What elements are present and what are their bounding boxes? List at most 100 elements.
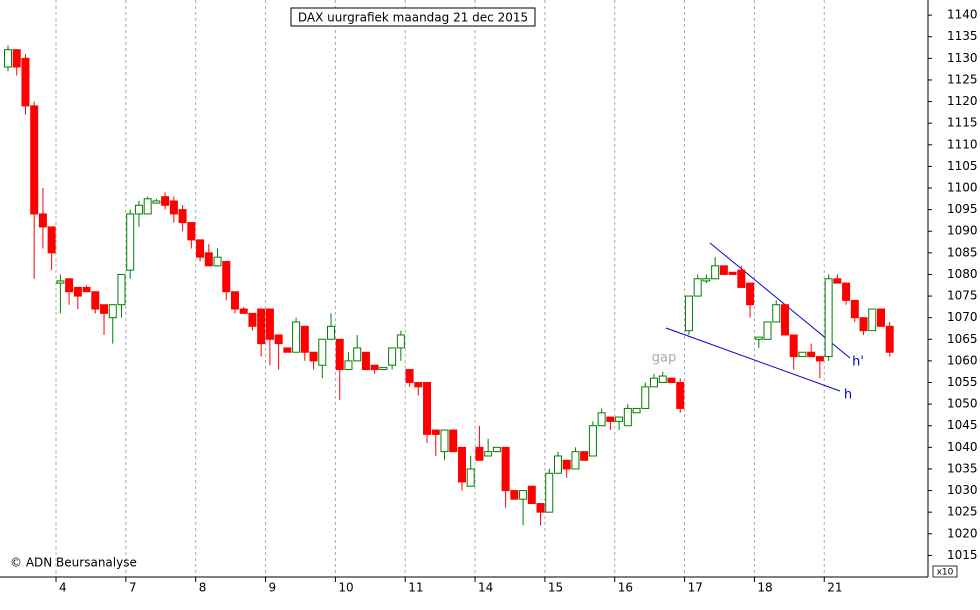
candle-body [169,200,178,215]
candle-body [414,382,423,388]
title-box [290,7,536,27]
candle-body [423,382,432,435]
chart-title: DAX uurgrafiek maandag 21 dec 2015 [298,11,528,25]
y-tick-label: 1075 [947,289,978,303]
candle-body [353,347,362,362]
candle-body [283,347,292,353]
candle-body [711,265,720,280]
candle-body [38,213,47,228]
candle-body [379,366,388,371]
y-tick-label: 1140 [947,8,978,22]
axis-note-box [932,565,958,578]
candle-body [746,282,755,306]
annotation-h-prime: h' [852,355,864,370]
candle-body [361,351,370,371]
axis-note: x10 [937,568,954,578]
y-tick-label: 1095 [947,202,978,216]
candle-body [134,204,143,215]
y-tick-label: 1015 [947,548,978,562]
candle-body [510,490,519,500]
candle-body [877,308,885,327]
y-tick-label: 1060 [947,353,978,367]
x-tick-label: 8 [199,581,207,595]
annotation-h: h [844,388,852,403]
candle-body [719,265,728,275]
candle-body [56,280,65,284]
candle-body [327,325,336,340]
y-tick-label: 1050 [947,397,978,411]
y-tick-label: 1135 [947,29,978,43]
candle-body [650,377,659,388]
y-tick-label: 1070 [947,310,978,324]
y-tick-label: 1045 [947,418,978,432]
annotation-gap: gap [652,351,676,366]
x-tick-label: 4 [59,581,67,595]
candle-body [562,459,571,470]
candle-body [798,351,807,358]
y-tick-label: 1030 [947,483,978,497]
y-tick-label: 1035 [947,461,978,475]
candle-body [597,412,606,427]
candle-body [824,278,833,358]
y-tick-label: 1040 [947,440,978,454]
candle-body [702,278,711,282]
candle-body [91,291,100,310]
candle-body [161,196,170,206]
candle-body [12,49,21,68]
candle-body [388,347,397,366]
candle-body [632,407,641,414]
candle-body [47,226,56,254]
candle-body [222,260,231,293]
candle-body [204,252,213,267]
candle-body [859,317,868,332]
candle-body [684,295,693,332]
candle-body [553,455,562,474]
x-tick-label: 9 [269,581,277,595]
candle-body [292,321,301,353]
y-tick-label: 1080 [947,267,978,281]
y-tick-label: 1025 [947,505,978,519]
y-tick-label: 1105 [947,159,978,173]
candle-body [833,278,842,284]
candle-body [807,351,816,358]
candle-body [187,222,196,241]
y-tick-label: 1090 [947,224,978,238]
candle-body [65,278,74,293]
candle-body [257,308,266,345]
candle-body [466,468,475,487]
x-tick-label: 16 [618,581,633,595]
candle-body [588,425,597,457]
candle-body [536,503,545,513]
candle-body [213,256,222,267]
candle-body [658,375,667,384]
candle-body [693,278,702,297]
candle-body [728,271,737,275]
candle-body [676,382,685,409]
candle-body [431,429,440,435]
candle-body [108,304,117,319]
candle-body [780,304,789,336]
candle-body [396,334,405,349]
candle-body [82,286,91,293]
candle-body [737,269,746,288]
candle-body [274,334,283,345]
candle-body [842,282,851,301]
candle-body [519,490,528,500]
candle-body [545,472,554,513]
candle-body [492,446,501,453]
candle-body [667,377,676,384]
candle-body [789,334,798,358]
candle-body [405,369,414,384]
y-tick-label: 1120 [947,94,978,108]
candle-body [152,200,161,204]
candle-body [885,325,894,353]
y-tick-label: 1125 [947,72,978,86]
candle-body [571,451,580,470]
candle-body [21,57,30,107]
x-tick-label: 15 [548,581,563,595]
candle-body [484,451,493,457]
candle-body [126,213,135,271]
candle-body [196,239,205,258]
candle-body [815,356,824,362]
y-tick-label: 1130 [947,51,978,65]
